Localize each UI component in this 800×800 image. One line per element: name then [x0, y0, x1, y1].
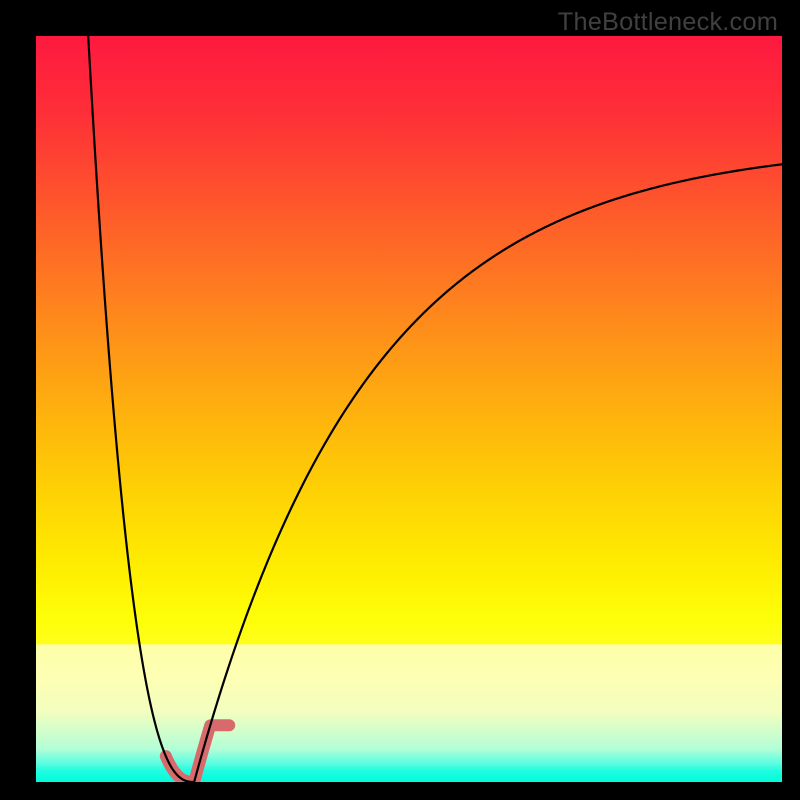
bottleneck-curve	[88, 36, 782, 782]
watermark-text: TheBottleneck.com	[558, 8, 778, 37]
curve-layer	[36, 36, 782, 782]
plot-area	[36, 36, 782, 782]
